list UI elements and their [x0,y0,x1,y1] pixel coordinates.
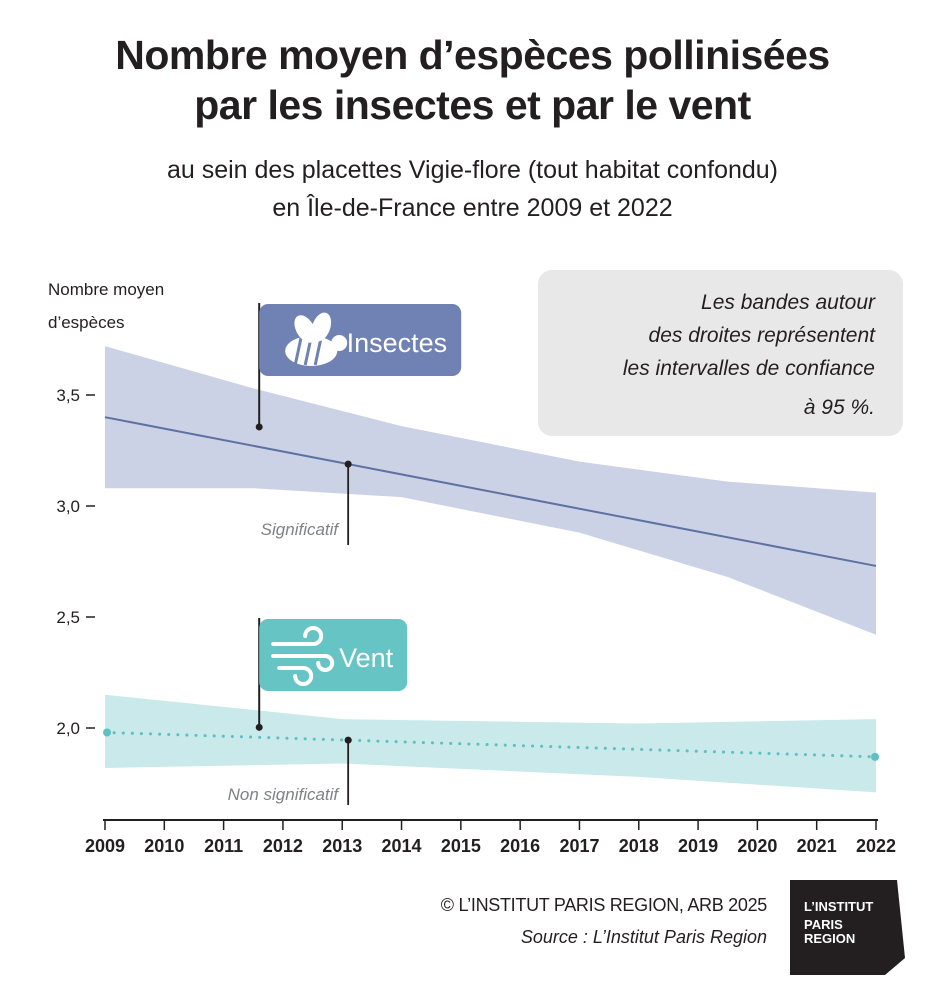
x-tick-label: 2016 [500,836,540,856]
flag-vent [259,619,408,691]
flag-pole-dot-vent [255,723,263,731]
y-tick-label: 3,0 [56,497,80,516]
note-text-line-1: Les bandes autour [701,291,875,314]
x-tick-label: 2014 [382,836,422,856]
flag-label-insectes: Insectes [347,328,448,358]
bee-icon-wing-right [311,312,332,342]
logo-text-line-2: PARIS [804,917,843,932]
y-axis-label-line-2: d’espèces [48,313,125,332]
bee-icon-body [285,336,338,366]
logo-text-line-1: L’INSTITUT [804,899,874,914]
chart-title-line-1: Nombre moyen d’espèces pollinisées [115,32,830,78]
flag-pole-dot-insectes [255,423,263,431]
x-tick-label: 2020 [737,836,777,856]
trend-line-end-vent [871,752,879,761]
trend-label-insectes: Significatif [261,520,341,539]
x-tick-label: 2010 [144,836,184,856]
x-tick-label: 2015 [441,836,481,856]
wind-icon-gust-1 [271,626,324,646]
note-box [538,270,903,436]
note-text-line-2: des droites représentent [648,324,875,347]
x-tick-label: 2018 [619,836,659,856]
confidence-band-insectes [105,346,876,635]
x-tick-label: 2011 [204,836,243,856]
y-tick-label: 3,5 [56,386,80,405]
wind-icon-gust-2 [271,654,335,672]
trend-label-vent: Non significatif [228,785,341,804]
callout-dot-vent [344,736,352,744]
callout-dot-insectes [344,460,352,468]
y-axis-label-line-1: Nombre moyen [48,280,165,299]
x-tick-label: 2017 [559,836,599,856]
flag-label-vent: Vent [339,643,394,673]
x-tick-label: 2012 [263,836,303,856]
trend-line-vent [103,730,878,759]
copyright-text: © L’INSTITUT PARIS REGION, ARB 2025 [440,895,768,915]
bee-icon-stripe-3 [313,336,323,366]
trend-line-insectes [104,416,877,567]
callouts: Significatif Non significatif [228,460,352,805]
confidence-band-vent [105,694,876,793]
x-axis: 2009 2010 2011 2012 2013 2014 2015 2016 2017 2018… [85,819,896,856]
trend-lines [103,416,879,761]
confidence-bands [105,346,876,793]
y-tick-label: 2,5 [56,608,80,627]
bee-icon [285,312,348,366]
institut-logo [790,880,905,975]
x-tick-label: 2013 [322,836,362,856]
y-axis: 2,0 2,5 3,0 3,5 [56,386,95,738]
y-tick-label: 2,0 [56,719,80,738]
x-tick-label: 2021 [797,836,837,856]
wind-icon-gust-3 [277,666,314,686]
x-tick-label: 2022 [856,836,896,856]
bee-icon-head [331,335,348,351]
note-text-line-3: les intervalles de confiance [622,357,875,380]
logo-text-line-3: REGION [804,931,856,946]
source-text: Source : L’Institut Paris Region [520,927,767,947]
trend-line-start-vent [103,728,111,737]
note-text-line-4: à 95 %. [803,396,875,419]
bee-icon-stripe-1 [293,336,303,366]
bee-icon-wing-left [294,315,317,343]
chart-subtitle-line-1: au sein des placettes Vigie-flore (tout … [166,156,779,184]
chart-title-line-2: par les insectes et par le vent [194,82,751,128]
series-flags: Insectes Vent [255,303,462,731]
chart-subtitle-line-2: en Île-de-France entre 2009 et 2022 [272,194,673,222]
x-tick-label: 2009 [85,836,125,856]
x-tick-label: 2019 [678,836,718,856]
wind-icon [271,626,335,686]
